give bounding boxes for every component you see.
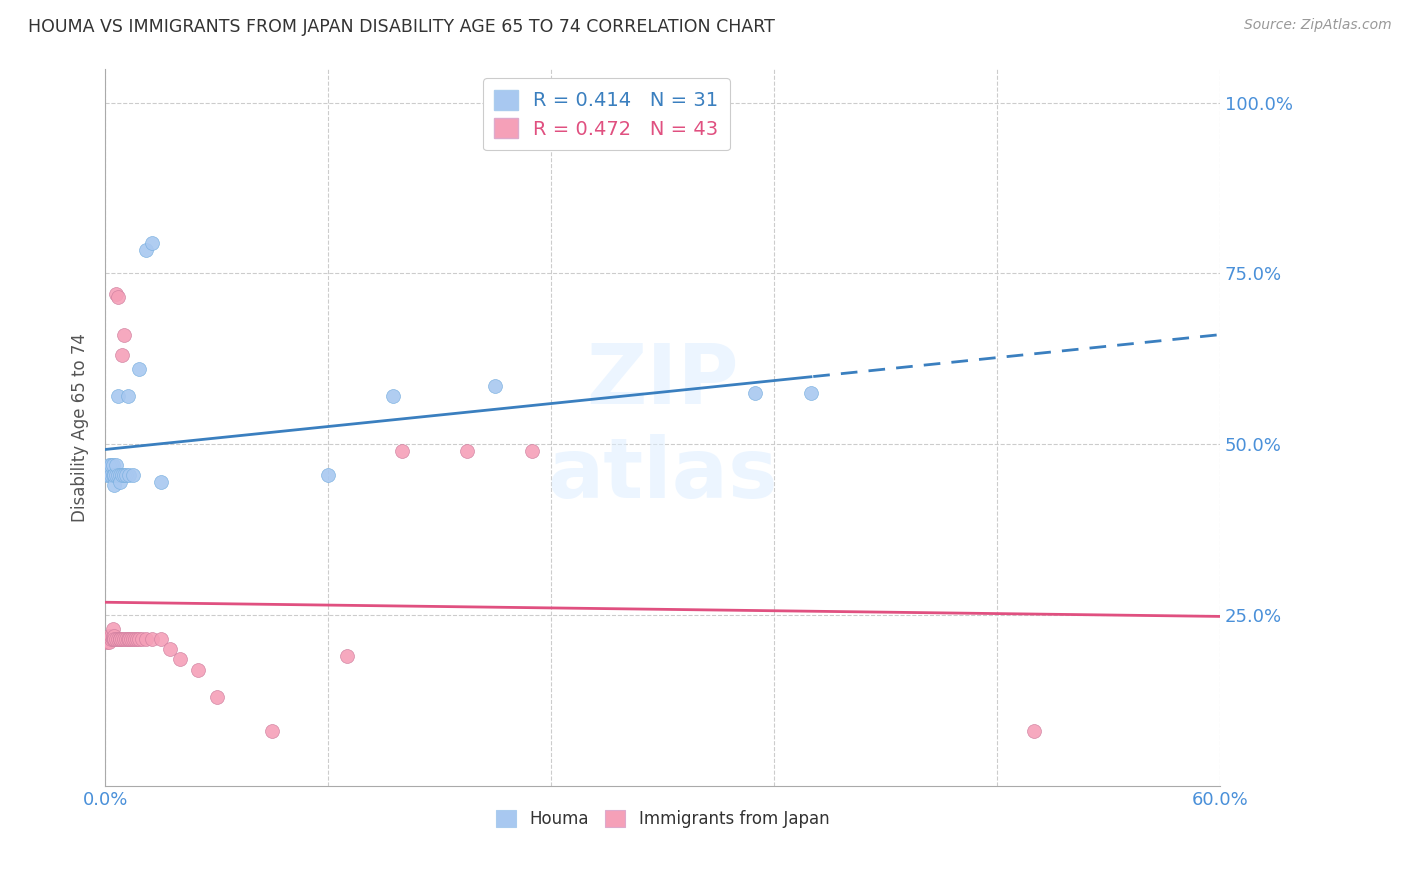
Point (105, 467, 128, 482)
Point (108, 632, 131, 646)
Point (100, 467, 122, 482)
Point (111, 348, 134, 362)
Point (391, 444, 413, 458)
Point (97, 628, 120, 642)
Point (159, 642, 181, 657)
Point (103, 467, 125, 482)
Point (117, 632, 139, 646)
Point (107, 632, 129, 646)
Point (522, 444, 544, 458)
Point (336, 648, 359, 663)
Point (456, 444, 478, 458)
Point (114, 467, 136, 482)
Point (187, 663, 209, 677)
Point (149, 475, 172, 489)
Point (128, 362, 150, 376)
Point (118, 467, 141, 482)
Point (114, 632, 136, 646)
Point (800, 386, 823, 401)
Text: Source: ZipAtlas.com: Source: ZipAtlas.com (1244, 18, 1392, 32)
Point (382, 389, 405, 403)
Point (744, 386, 766, 401)
Point (484, 379, 506, 393)
Point (169, 652, 191, 666)
Point (125, 632, 148, 646)
Point (118, 632, 141, 646)
Point (100, 632, 122, 646)
Point (96, 467, 118, 482)
Text: HOUMA VS IMMIGRANTS FROM JAPAN DISABILITY AGE 65 TO 74 CORRELATION CHART: HOUMA VS IMMIGRANTS FROM JAPAN DISABILIT… (28, 18, 775, 36)
Point (101, 458, 124, 472)
Point (128, 632, 150, 646)
Text: ZIP
atlas: ZIP atlas (547, 340, 778, 515)
Point (112, 632, 135, 646)
Point (122, 467, 145, 482)
Point (117, 389, 139, 403)
Point (103, 628, 125, 642)
Point (141, 235, 163, 250)
Point (141, 632, 163, 646)
Point (97, 467, 120, 482)
Point (103, 632, 125, 646)
Point (107, 290, 129, 304)
Point (135, 632, 157, 646)
Point (101, 628, 124, 642)
Point (111, 632, 134, 646)
Point (103, 478, 125, 492)
Point (101, 467, 124, 482)
Point (101, 622, 124, 636)
Point (111, 467, 134, 482)
Point (108, 632, 131, 646)
Point (135, 243, 157, 257)
Point (205, 690, 228, 704)
Point (100, 458, 122, 472)
Point (108, 467, 131, 482)
Point (101, 632, 124, 646)
Point (112, 327, 135, 342)
Point (131, 632, 153, 646)
Point (107, 467, 129, 482)
Point (105, 632, 128, 646)
Point (112, 467, 135, 482)
Point (97, 635, 120, 649)
Legend: Houma, Immigrants from Japan: Houma, Immigrants from Japan (489, 804, 835, 835)
Point (97, 458, 120, 472)
Point (262, 724, 284, 739)
Point (149, 632, 172, 646)
Point (103, 467, 125, 482)
Point (105, 287, 128, 301)
Point (100, 628, 122, 642)
Point (316, 467, 339, 482)
Point (96, 635, 118, 649)
Point (120, 632, 142, 646)
Point (1022, 724, 1045, 739)
Y-axis label: Disability Age 65 to 74: Disability Age 65 to 74 (72, 333, 89, 522)
Point (103, 632, 125, 646)
Point (108, 475, 131, 489)
Point (105, 458, 128, 472)
Point (107, 389, 129, 403)
Point (122, 632, 145, 646)
Point (124, 632, 146, 646)
